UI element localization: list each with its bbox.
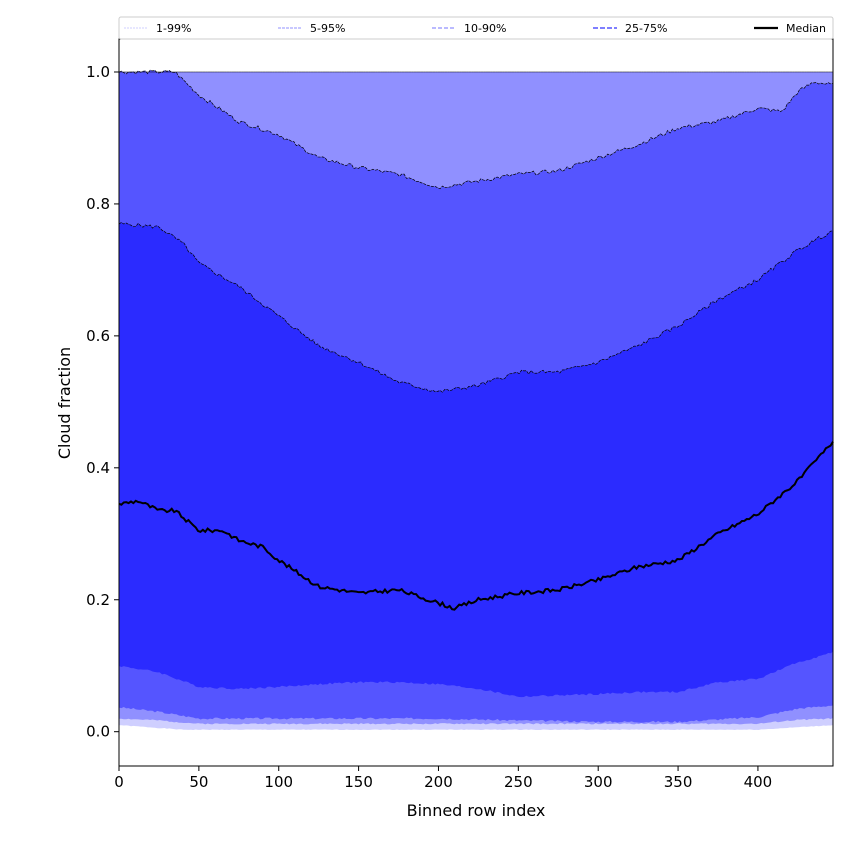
legend-box (118, 16, 834, 40)
line-p90 (118, 69, 834, 190)
legend-label: 1-99% (156, 22, 191, 35)
x-tick-label: 150 (344, 773, 373, 791)
legend-label: 25-75% (625, 22, 667, 35)
y-tick-label: 0.4 (86, 459, 110, 477)
x-tick-label: 350 (664, 773, 693, 791)
band-25-75 (119, 222, 833, 698)
legend: 1-99% 5-95% 10-90% 25-75% Median (118, 16, 834, 40)
y-axis: 0.0 0.2 0.4 0.6 0.8 1.0 (86, 63, 119, 741)
y-tick-label: 0.2 (86, 591, 110, 609)
legend-label: Median (786, 22, 826, 35)
x-axis: 0 50 100 150 200 250 300 350 400 (114, 766, 772, 791)
y-tick-label: 0.6 (86, 327, 110, 345)
x-tick-label: 100 (264, 773, 293, 791)
percentile-bands (118, 69, 834, 731)
y-axis-label: Cloud fraction (55, 347, 74, 459)
x-tick-label: 0 (114, 773, 124, 791)
median-line (118, 441, 834, 611)
x-tick-label: 400 (744, 773, 773, 791)
x-tick-label: 50 (189, 773, 208, 791)
legend-label: 10-90% (464, 22, 506, 35)
x-tick-label: 200 (424, 773, 453, 791)
median-layer (118, 441, 834, 611)
legend-label: 5-95% (310, 22, 345, 35)
y-tick-label: 0.0 (86, 723, 110, 741)
x-tick-label: 250 (504, 773, 533, 791)
y-tick-label: 0.8 (86, 195, 110, 213)
line-p75 (118, 221, 834, 393)
x-tick-label: 300 (584, 773, 613, 791)
y-tick-label: 1.0 (86, 63, 110, 81)
x-axis-label: Binned row index (407, 801, 546, 820)
